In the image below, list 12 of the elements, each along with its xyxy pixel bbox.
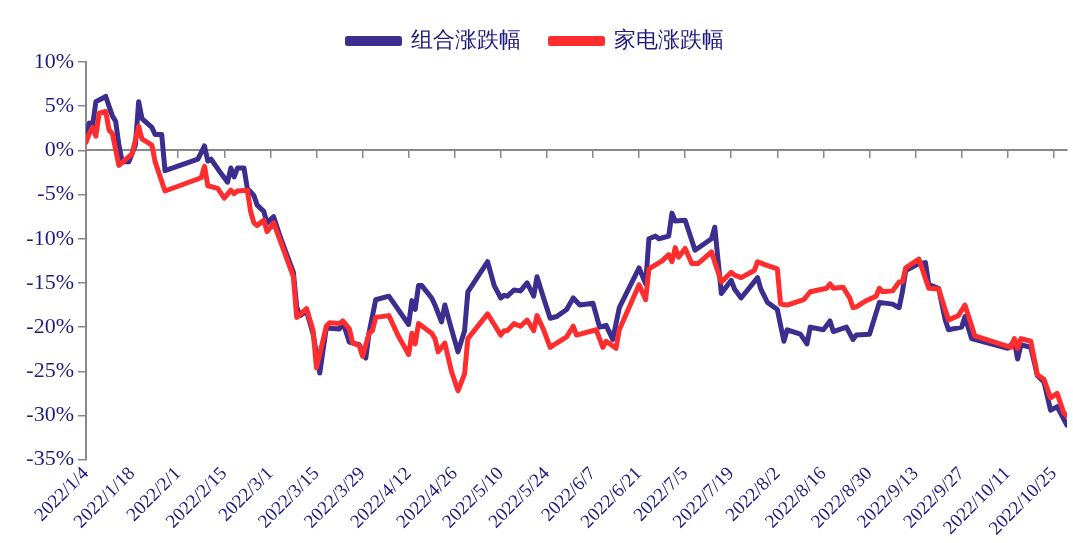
- y-tick-label: -10%: [26, 224, 74, 250]
- y-tick-label: -5%: [37, 180, 74, 206]
- y-tick-label: -15%: [26, 268, 74, 294]
- legend-label: 组合涨跌幅: [410, 26, 521, 52]
- legend-label: 家电涨跌幅: [613, 26, 724, 52]
- y-tick-label: -20%: [26, 312, 74, 338]
- y-tick-label: 5%: [44, 91, 74, 117]
- y-tick-label: 10%: [33, 47, 74, 73]
- y-tick-label: -25%: [26, 357, 74, 383]
- y-tick-label: -35%: [26, 445, 74, 471]
- y-tick-label: -30%: [26, 401, 74, 427]
- y-tick-label: 0%: [44, 136, 74, 162]
